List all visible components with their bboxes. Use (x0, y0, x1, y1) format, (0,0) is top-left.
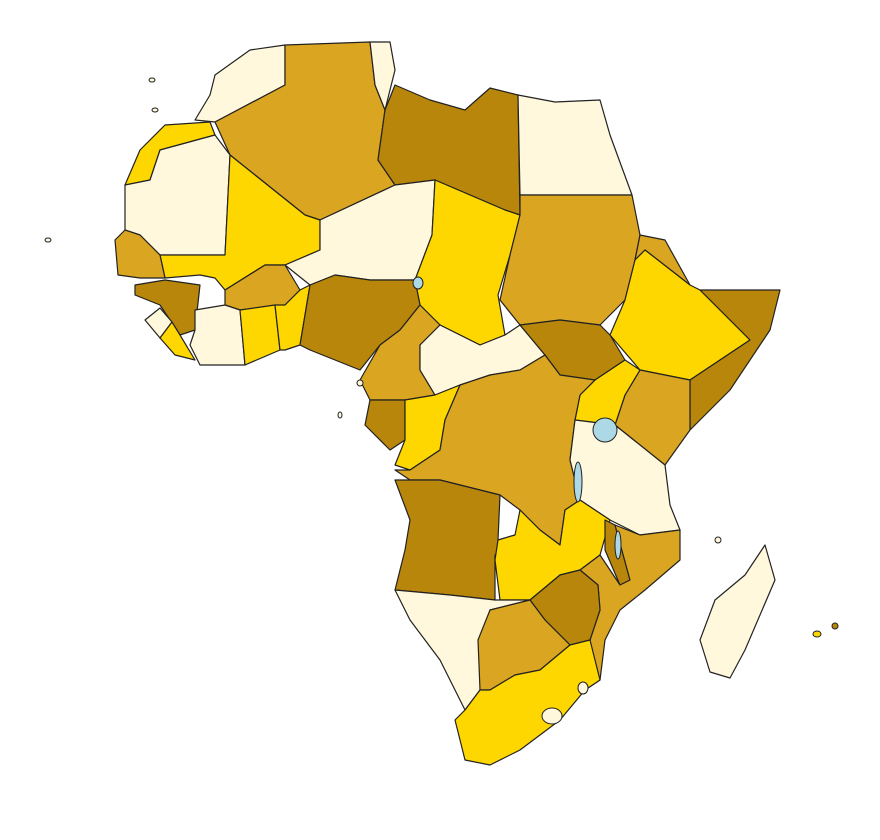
island-comoros (714, 536, 722, 544)
country-senegal (114, 229, 166, 279)
island-sao-tome (337, 411, 343, 419)
island-bioko (356, 379, 364, 387)
island-cape-verde (44, 237, 52, 243)
country-tunisia (369, 41, 396, 111)
lake-victoria (592, 417, 618, 443)
lake-tanganyika (573, 461, 583, 503)
island-reunion (831, 622, 839, 630)
country-sudan (499, 194, 641, 326)
country-liberia (159, 321, 196, 361)
country-gabon (364, 399, 406, 451)
country-ghana (239, 304, 281, 366)
lake-malawi (614, 530, 622, 560)
island-mauritius (812, 630, 822, 638)
country-eswatini (577, 681, 589, 695)
country-angola (394, 479, 516, 601)
country-somalia (689, 289, 781, 431)
country-madagascar (699, 544, 776, 679)
country-guinea (134, 279, 201, 336)
island-madeira (148, 77, 156, 83)
country-egypt (517, 94, 633, 196)
country-lesotho (541, 707, 563, 725)
country-cote-divoire (189, 304, 246, 366)
island-canary (151, 107, 159, 113)
lake-chad (412, 276, 424, 290)
country-south-africa (454, 639, 601, 766)
